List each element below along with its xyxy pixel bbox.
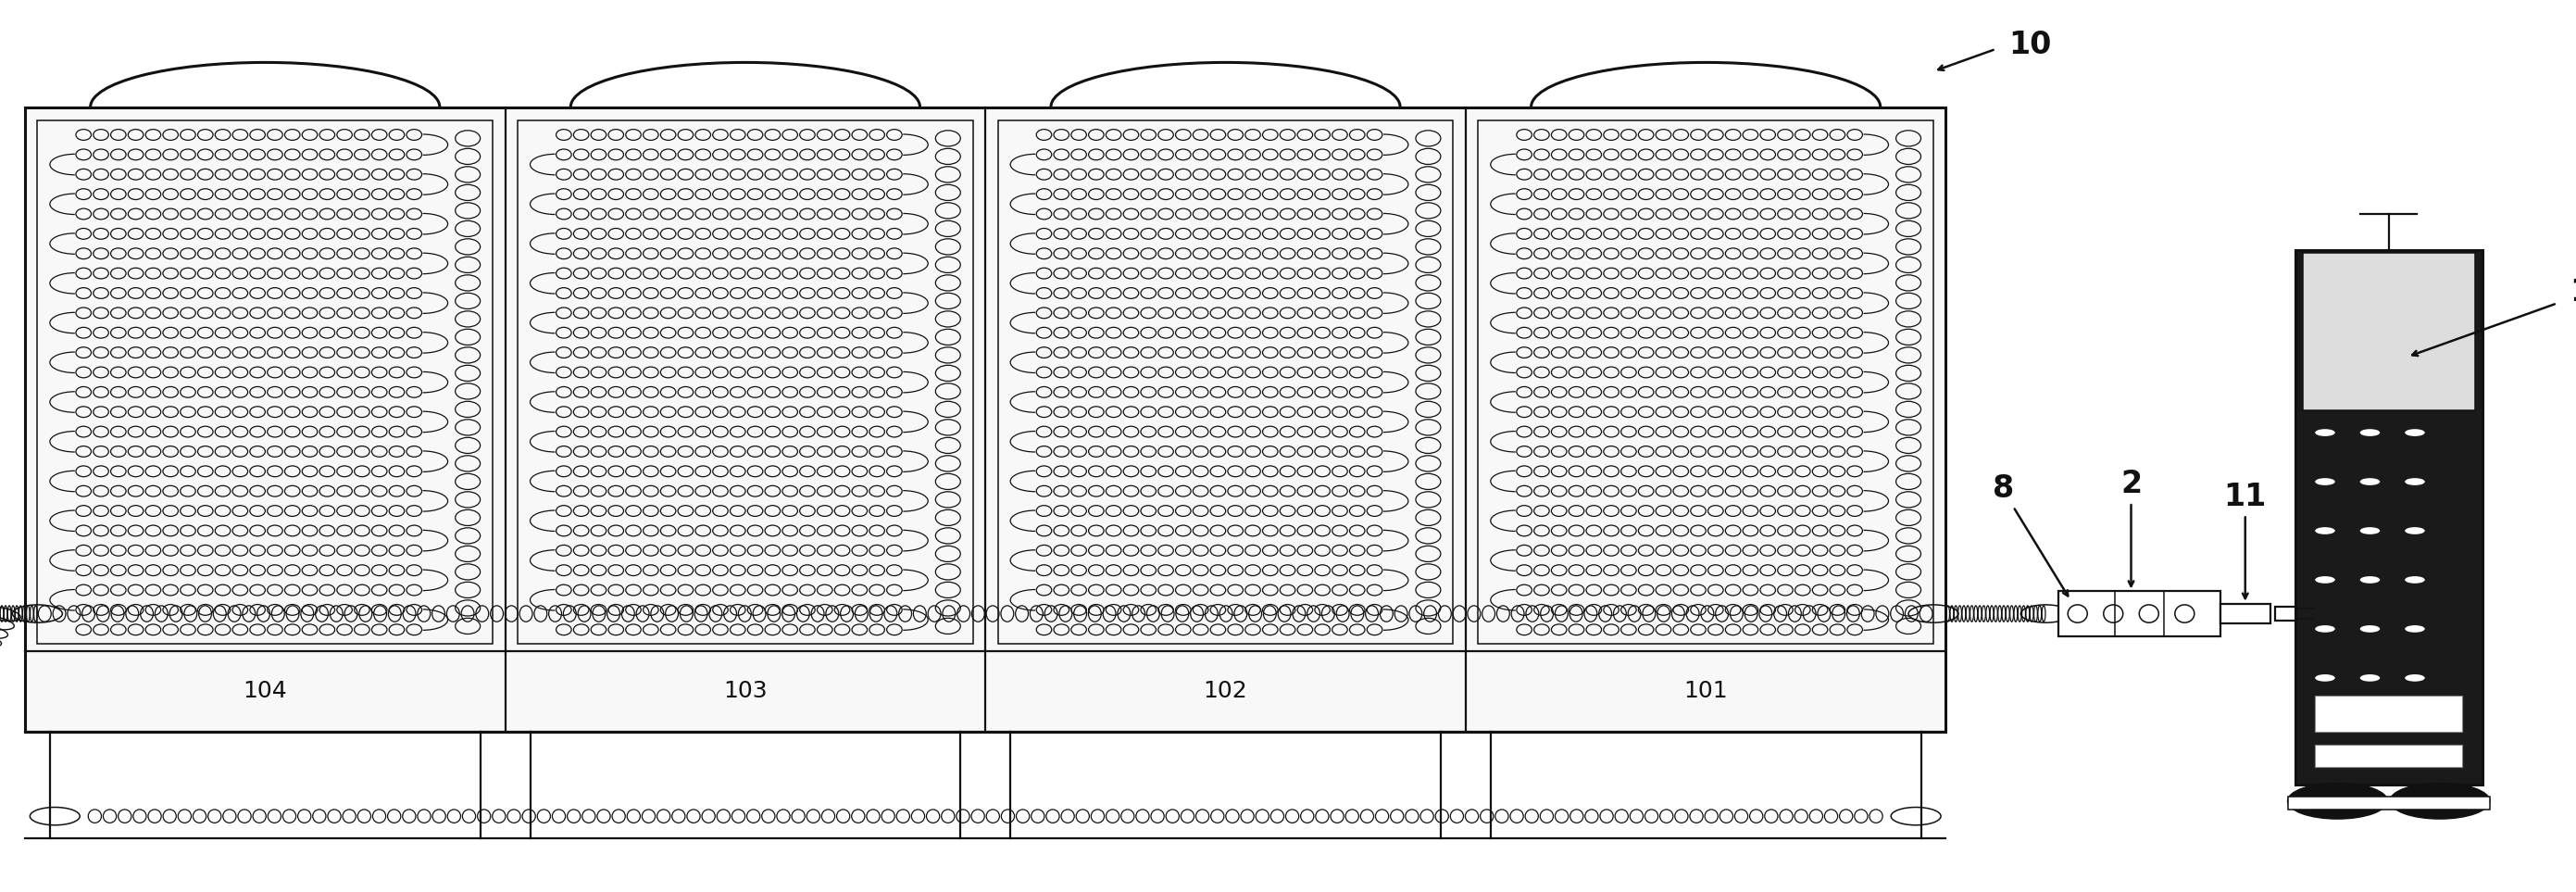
Circle shape (2360, 527, 2380, 534)
Circle shape (2316, 478, 2334, 485)
Bar (39, 120, 492, 644)
Text: 10: 10 (2009, 29, 2050, 60)
Bar (2303, 252, 2476, 410)
Text: 103: 103 (724, 681, 768, 702)
Circle shape (2406, 625, 2424, 632)
Circle shape (2360, 674, 2380, 681)
Bar (2295, 250, 2483, 785)
Circle shape (2360, 625, 2380, 632)
Circle shape (2406, 527, 2424, 534)
Circle shape (2316, 429, 2334, 436)
Circle shape (2287, 783, 2388, 819)
Text: 102: 102 (1203, 681, 1247, 702)
Bar (2316, 745, 2463, 767)
Bar (26, 107, 1945, 731)
Text: 101: 101 (1685, 681, 1728, 702)
Bar (2221, 604, 2269, 624)
Bar (1479, 120, 1935, 644)
Circle shape (2391, 783, 2491, 819)
Bar (2275, 607, 2313, 621)
Bar (997, 120, 1453, 644)
Bar (2058, 591, 2221, 636)
Circle shape (2360, 429, 2380, 436)
Bar (2316, 696, 2463, 731)
Circle shape (2406, 429, 2424, 436)
Text: 1: 1 (2568, 277, 2576, 308)
Circle shape (2360, 576, 2380, 583)
Bar (2287, 797, 2491, 810)
Circle shape (2316, 674, 2334, 681)
Circle shape (2406, 674, 2424, 681)
Circle shape (2316, 576, 2334, 583)
Circle shape (2406, 576, 2424, 583)
Text: 11: 11 (2223, 482, 2267, 512)
Bar (518, 120, 974, 644)
Text: 104: 104 (242, 681, 286, 702)
Circle shape (2316, 625, 2334, 632)
Text: 2: 2 (2120, 469, 2141, 500)
Text: 8: 8 (1991, 474, 2014, 504)
Circle shape (2406, 478, 2424, 485)
Circle shape (2316, 527, 2334, 534)
Circle shape (2360, 478, 2380, 485)
